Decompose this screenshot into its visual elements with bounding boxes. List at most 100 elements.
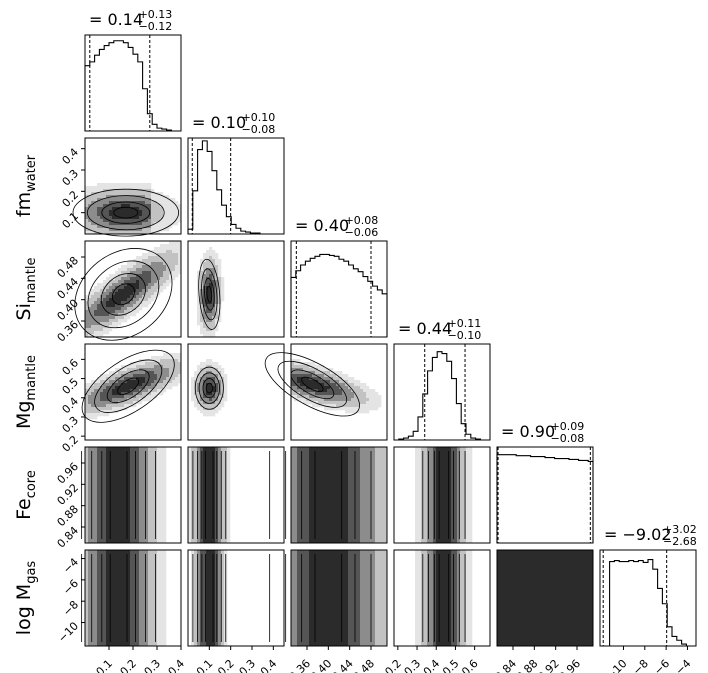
density-cell bbox=[142, 304, 146, 308]
density-cell bbox=[130, 292, 134, 296]
density-cell bbox=[178, 262, 182, 266]
density-cell bbox=[163, 374, 167, 378]
density-cell bbox=[209, 304, 213, 308]
density-cell bbox=[303, 477, 307, 481]
density-cell bbox=[375, 492, 379, 496]
density-cell bbox=[375, 489, 379, 493]
density-cell bbox=[215, 310, 219, 314]
density-cell bbox=[209, 259, 213, 263]
density-cell bbox=[300, 365, 304, 369]
density-cell bbox=[148, 504, 152, 508]
density-cell bbox=[297, 377, 301, 381]
density-cell bbox=[378, 513, 382, 517]
density-cell bbox=[139, 395, 143, 399]
y-tick-label: 0.96 bbox=[55, 460, 82, 487]
density-cell bbox=[106, 492, 110, 496]
density-cell bbox=[142, 495, 146, 499]
density-cell bbox=[191, 389, 195, 393]
density-cell bbox=[215, 271, 219, 275]
density-cell bbox=[124, 189, 128, 193]
density-cell bbox=[221, 398, 225, 402]
density-cell bbox=[130, 395, 134, 399]
density-cell bbox=[363, 410, 367, 414]
density-cell bbox=[424, 480, 428, 484]
density-cell bbox=[342, 525, 346, 529]
density-cell bbox=[154, 283, 158, 287]
density-cell bbox=[133, 540, 137, 544]
density-cell bbox=[139, 225, 143, 229]
density-cell bbox=[151, 531, 155, 535]
contour-line bbox=[94, 359, 163, 413]
density-cell bbox=[85, 401, 89, 405]
density-cell bbox=[357, 386, 361, 390]
density-cell bbox=[175, 365, 179, 369]
density-cell bbox=[318, 504, 322, 508]
density-cell bbox=[124, 374, 128, 378]
density-cell bbox=[115, 498, 119, 502]
density-cell bbox=[342, 516, 346, 520]
density-cell bbox=[366, 480, 370, 484]
density-cell bbox=[139, 280, 143, 284]
density-cell bbox=[336, 468, 340, 472]
density-cell bbox=[145, 228, 149, 232]
density-cell bbox=[112, 528, 116, 532]
density-cell bbox=[127, 486, 131, 490]
density-cell bbox=[115, 528, 119, 532]
density-cell bbox=[148, 483, 152, 487]
density-cell bbox=[175, 213, 179, 217]
density-cell bbox=[360, 477, 364, 481]
density-cell bbox=[148, 277, 152, 281]
density-cell bbox=[209, 486, 213, 490]
density-cell bbox=[351, 392, 355, 396]
density-cell bbox=[221, 519, 225, 523]
density-cell bbox=[197, 371, 201, 375]
density-cell bbox=[306, 516, 310, 520]
density-cell bbox=[339, 507, 343, 511]
density-cell bbox=[203, 265, 207, 269]
density-cell bbox=[415, 480, 419, 484]
density-cell bbox=[197, 295, 201, 299]
density-cell bbox=[151, 456, 155, 460]
density-cell bbox=[121, 395, 125, 399]
density-cell bbox=[157, 374, 161, 378]
density-cell bbox=[154, 201, 158, 205]
density-cell bbox=[91, 519, 95, 523]
density-cell bbox=[163, 528, 167, 532]
density-cell bbox=[136, 289, 140, 293]
density-cell bbox=[109, 525, 113, 529]
density-cell bbox=[151, 465, 155, 469]
density-cell bbox=[315, 540, 319, 544]
density-cell bbox=[306, 519, 310, 523]
density-cell bbox=[327, 498, 331, 502]
density-cell bbox=[151, 516, 155, 520]
density-cell bbox=[106, 383, 110, 387]
density-cell bbox=[303, 492, 307, 496]
density-cell bbox=[136, 256, 140, 260]
density-cell bbox=[145, 277, 149, 281]
density-cell bbox=[106, 322, 110, 326]
density-cell bbox=[118, 480, 122, 484]
density-cell bbox=[330, 519, 334, 523]
density-cell bbox=[306, 450, 310, 454]
density-cell bbox=[85, 489, 89, 493]
density-cell bbox=[97, 495, 101, 499]
density-cell bbox=[291, 392, 295, 396]
density-cell bbox=[227, 477, 231, 481]
density-cell bbox=[306, 459, 310, 463]
density-cell bbox=[163, 540, 167, 544]
density-cell bbox=[351, 450, 355, 454]
density-cell bbox=[209, 528, 213, 532]
density-cell bbox=[215, 280, 219, 284]
density-cell bbox=[312, 447, 316, 451]
density-cell bbox=[145, 392, 149, 396]
density-cell bbox=[139, 268, 143, 272]
density-cell bbox=[127, 186, 131, 190]
density-cell bbox=[351, 504, 355, 508]
density-cell bbox=[160, 504, 164, 508]
density-cell bbox=[130, 189, 134, 193]
density-cell bbox=[97, 471, 101, 475]
density-cell bbox=[333, 492, 337, 496]
density-cell bbox=[94, 477, 98, 481]
density-cell bbox=[312, 537, 316, 541]
density-cell bbox=[324, 531, 328, 535]
